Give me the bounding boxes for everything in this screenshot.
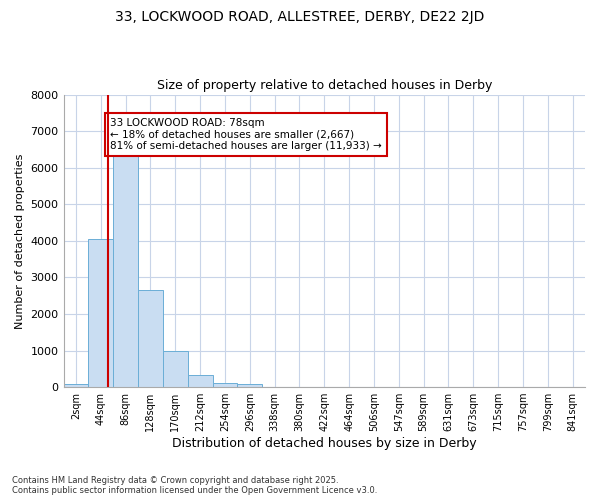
Bar bbox=[113, 145, 138, 387]
Title: Size of property relative to detached houses in Derby: Size of property relative to detached ho… bbox=[157, 79, 492, 92]
Bar bbox=[88, 239, 113, 387]
Bar bbox=[163, 350, 188, 387]
Text: Contains HM Land Registry data © Crown copyright and database right 2025.
Contai: Contains HM Land Registry data © Crown c… bbox=[12, 476, 377, 495]
Text: 33 LOCKWOOD ROAD: 78sqm
← 18% of detached houses are smaller (2,667)
81% of semi: 33 LOCKWOOD ROAD: 78sqm ← 18% of detache… bbox=[110, 118, 382, 151]
Bar bbox=[138, 290, 163, 387]
Bar bbox=[212, 382, 238, 387]
Bar bbox=[64, 384, 88, 387]
X-axis label: Distribution of detached houses by size in Derby: Distribution of detached houses by size … bbox=[172, 437, 476, 450]
Text: 33, LOCKWOOD ROAD, ALLESTREE, DERBY, DE22 2JD: 33, LOCKWOOD ROAD, ALLESTREE, DERBY, DE2… bbox=[115, 10, 485, 24]
Bar bbox=[238, 384, 262, 387]
Bar bbox=[188, 375, 212, 387]
Y-axis label: Number of detached properties: Number of detached properties bbox=[15, 153, 25, 328]
